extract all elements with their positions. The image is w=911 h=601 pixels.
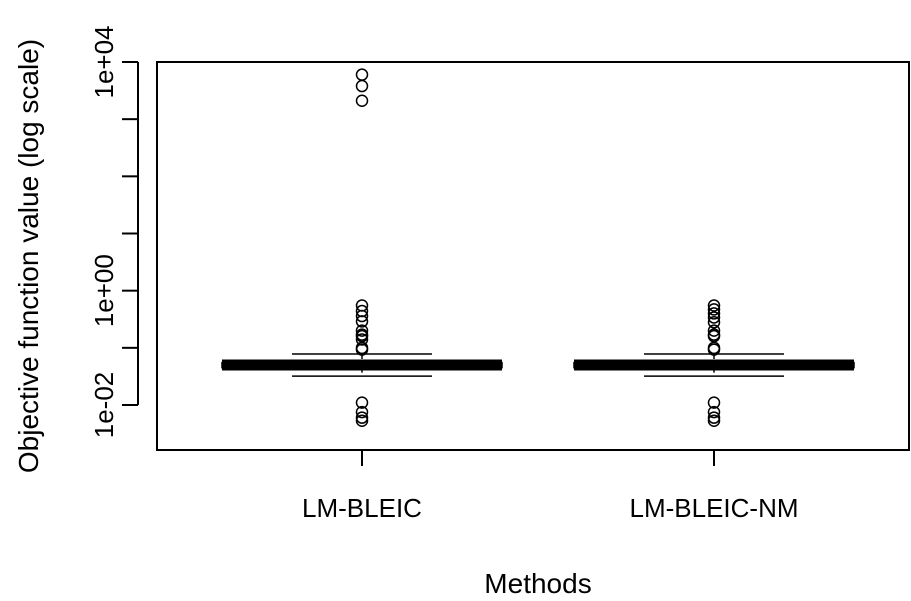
- y-tick-label: 1e+04: [89, 25, 119, 98]
- outlier-point: [707, 324, 721, 337]
- outlier-point: [355, 333, 369, 346]
- y-axis-ticks: 1e-02 1e+00 1e+04: [89, 25, 138, 438]
- boxes-group: [221, 68, 855, 428]
- outlier-point: [355, 315, 369, 328]
- outlier-point: [355, 411, 369, 424]
- plot-frame: [156, 61, 910, 451]
- y-tick-label: 1e-02: [89, 372, 119, 439]
- outlier-point: [707, 396, 721, 409]
- outlier-point: [707, 303, 721, 316]
- outlier-point: [707, 307, 721, 320]
- outlier-point: [707, 316, 721, 329]
- outlier-point: [707, 405, 721, 419]
- outlier-point: [707, 411, 721, 424]
- x-axis-ticks: LM-BLEIC LM-BLEIC-NM: [302, 450, 799, 523]
- outlier-point: [355, 405, 369, 419]
- outlier-point: [707, 299, 721, 312]
- x-tick-label: LM-BLEIC-NM: [629, 493, 798, 523]
- box-2: [573, 299, 855, 428]
- outlier-point: [707, 414, 721, 428]
- outlier-point: [355, 396, 369, 409]
- outlier-point: [355, 324, 369, 337]
- x-tick-label: LM-BLEIC: [302, 493, 422, 523]
- outlier-point: [355, 414, 369, 428]
- outlier-point: [355, 79, 369, 93]
- outlier-point: [355, 94, 369, 107]
- outlier-point: [707, 343, 721, 356]
- outlier-point: [355, 68, 369, 81]
- box-1: [221, 68, 503, 428]
- outlier-point: [707, 311, 721, 324]
- outlier-point: [355, 309, 369, 323]
- y-tick-label: 1e+00: [89, 254, 119, 327]
- y-axis-title: Objective function value (log scale): [13, 39, 44, 473]
- x-axis-title: Methods: [484, 568, 591, 599]
- outlier-point: [355, 343, 369, 356]
